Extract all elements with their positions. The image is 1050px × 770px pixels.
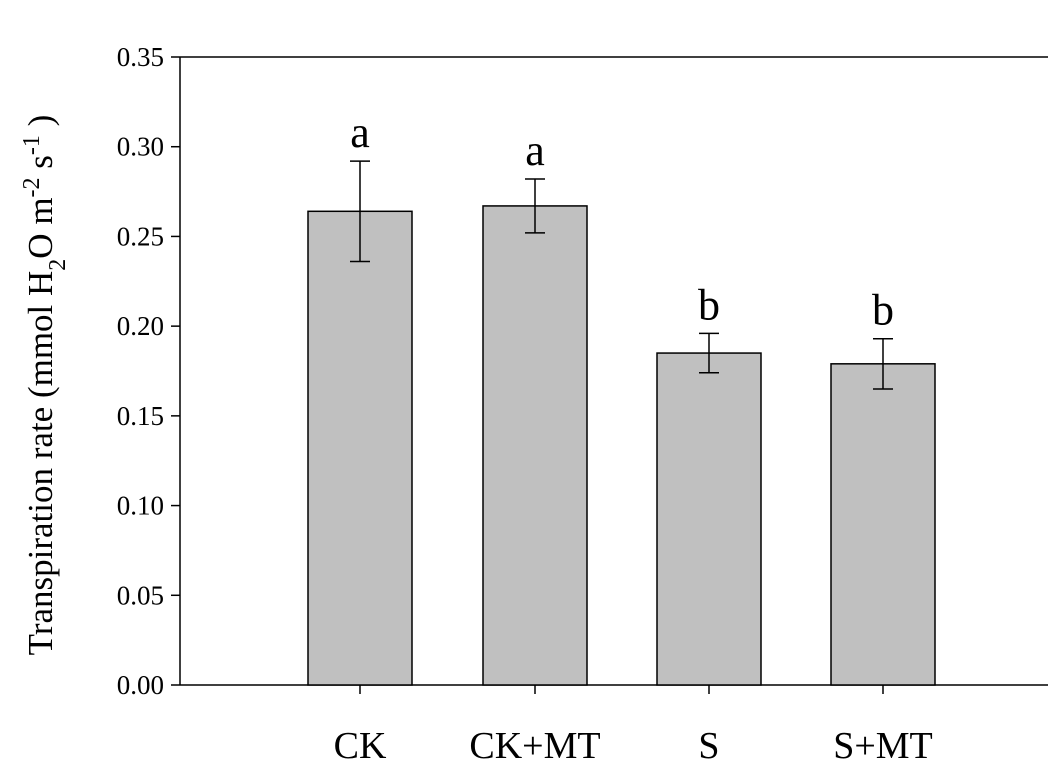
y-axis-title-mid2: s (21, 155, 60, 177)
y-axis-title: Transpiration rate (mmol H2O m-2 s-1 ) (19, 115, 71, 656)
y-axis-title-main: Transpiration rate (mmol H (21, 271, 60, 656)
y-axis-title-sup2: -1 (19, 135, 45, 155)
y-tick-label-5: 0.25 (117, 221, 164, 251)
y-tick-label-3: 0.15 (117, 401, 164, 431)
y-axis-title-sup1: -2 (19, 177, 45, 197)
y-tick-label-2: 0.10 (117, 491, 164, 521)
bar-3 (830, 363, 936, 686)
category-label-1: CK+MT (469, 725, 600, 767)
plot-area: 0.00 0.05 0.10 0.15 0.20 0.25 0.30 0.35 a CK a CK+M… (117, 42, 1048, 767)
y-tick-label-1: 0.05 (117, 580, 164, 610)
bar-0 (307, 210, 413, 686)
significance-label-0: a (350, 108, 370, 157)
bar-2 (656, 352, 762, 686)
y-axis-title-sub: 2 (45, 259, 71, 271)
y-tick-label-4: 0.20 (117, 311, 164, 341)
significance-label-3: b (872, 286, 894, 335)
y-tick-label-7: 0.35 (117, 42, 164, 72)
category-label-2: S (698, 725, 719, 767)
y-axis-title-mid: O m (21, 197, 60, 258)
y-tick-label-0: 0.00 (117, 670, 164, 700)
category-label-0: CK (334, 725, 387, 767)
significance-label-1: a (525, 126, 545, 175)
category-label-3: S+MT (833, 725, 933, 767)
significance-label-2: b (698, 280, 720, 329)
bar-1 (482, 205, 588, 686)
y-axis-title-end: ) (21, 115, 60, 135)
y-tick-label-6: 0.30 (117, 132, 164, 162)
